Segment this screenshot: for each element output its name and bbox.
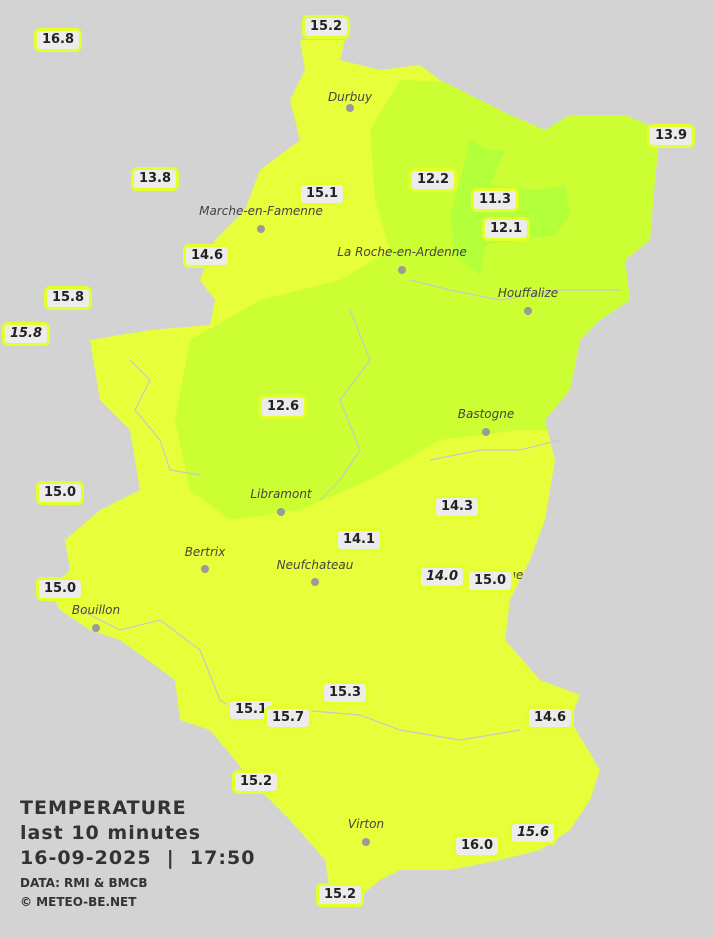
legend-source: DATA: RMI & BMCB xyxy=(20,876,148,890)
city-dot xyxy=(257,225,265,233)
station-temperature[interactable]: 13.8 xyxy=(130,167,180,191)
station-temperature[interactable]: 15.6 xyxy=(508,821,558,845)
city-dot xyxy=(277,508,285,516)
map-legend: TEMPERATURE last 10 minutes 16-09-2025 |… xyxy=(20,796,255,912)
station-temperature[interactable]: 14.1 xyxy=(334,528,384,552)
legend-subtitle: last 10 minutes xyxy=(20,822,202,844)
city-label: Bouillon xyxy=(71,603,121,617)
city-label: La Roche-en-Ardenne xyxy=(337,245,467,259)
station-temperature[interactable]: 15.7 xyxy=(263,706,313,730)
station-temperature[interactable]: 14.6 xyxy=(182,244,232,268)
city-dot xyxy=(482,428,490,436)
station-temperature[interactable]: 11.3 xyxy=(470,188,520,212)
station-temperature[interactable]: 14.3 xyxy=(432,495,482,519)
station-temperature[interactable]: 15.2 xyxy=(231,770,281,794)
station-temperature[interactable]: 14.6 xyxy=(525,706,575,730)
station-temperature[interactable]: 12.2 xyxy=(408,168,458,192)
station-temperature[interactable]: 15.8 xyxy=(43,286,93,310)
station-temperature[interactable]: 15.2 xyxy=(301,15,351,39)
city-dot xyxy=(362,838,370,846)
city-dot xyxy=(346,104,354,112)
station-temperature[interactable]: 12.6 xyxy=(258,395,308,419)
legend-copyright: © METEO-BE.NET xyxy=(20,895,137,909)
station-temperature[interactable]: 15.0 xyxy=(465,569,515,593)
station-temperature[interactable]: 15.8 xyxy=(1,322,51,346)
city-label: Libramont xyxy=(250,487,312,501)
station-temperature[interactable]: 15.0 xyxy=(35,481,85,505)
legend-title: TEMPERATURE xyxy=(20,797,187,819)
station-temperature[interactable]: 14.0 xyxy=(417,565,467,589)
station-temperature[interactable]: 15.2 xyxy=(315,883,365,907)
city-dot xyxy=(398,266,406,274)
station-temperature[interactable]: 15.0 xyxy=(35,577,85,601)
station-temperature[interactable]: 12.1 xyxy=(481,217,531,241)
city-label: Bastogne xyxy=(457,407,515,421)
city-dot xyxy=(524,307,532,315)
city-dot xyxy=(311,578,319,586)
city-label: Durbuy xyxy=(327,90,373,104)
city-label: Bertrix xyxy=(184,545,226,559)
city-dot xyxy=(92,624,100,632)
city-label: Virton xyxy=(347,817,385,831)
legend-datetime: 16-09-2025 | 17:50 xyxy=(20,847,256,869)
rivers xyxy=(79,279,620,741)
city-label: Houffalize xyxy=(497,286,559,300)
station-temperature[interactable]: 13.9 xyxy=(646,124,696,148)
station-temperature[interactable]: 16.0 xyxy=(452,834,502,858)
city-label: Marche-en-Famenne xyxy=(199,204,323,218)
station-temperature[interactable]: 15.3 xyxy=(320,681,370,705)
station-temperature[interactable]: 15.1 xyxy=(297,182,347,206)
station-temperature[interactable]: 16.8 xyxy=(33,28,83,52)
city-dot xyxy=(201,565,209,573)
city-label: Neufchateau xyxy=(276,558,354,572)
